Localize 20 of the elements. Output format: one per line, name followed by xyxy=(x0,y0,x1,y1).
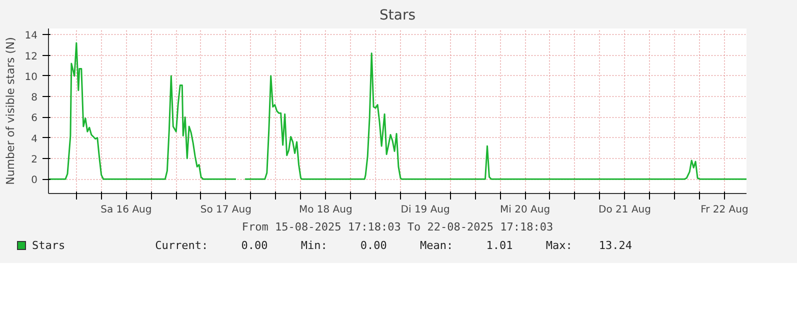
x-tick-label: Do 21 Aug xyxy=(598,204,651,216)
x-tick-label: Mi 20 Aug xyxy=(500,204,550,216)
y-tick-label: 8 xyxy=(31,92,38,104)
x-tick-label: So 17 Aug xyxy=(200,204,252,216)
x-tick-label: Fr 22 Aug xyxy=(700,204,748,216)
y-tick-label: 10 xyxy=(24,72,38,83)
y-tick-label: 2 xyxy=(31,154,38,166)
y-axis-title: Number of visible stars (N) xyxy=(4,37,17,185)
text: Current: 0.00 Min: 0.00 Mean: 1.01 Max: 13.24 xyxy=(155,238,632,254)
y-tick-label: 6 xyxy=(31,113,38,124)
x-tick-label: Di 19 Aug xyxy=(400,204,450,216)
y-tick-label: 12 xyxy=(24,51,38,62)
x-tick-label: Mo 18 Aug xyxy=(298,204,352,216)
y-tick-label: 4 xyxy=(31,134,38,145)
y-tick-label: 0 xyxy=(31,175,38,186)
chart-title: Stars xyxy=(380,8,416,24)
y-tick-label: 14 xyxy=(24,30,38,42)
legend-label: Stars xyxy=(32,238,66,254)
x-tick-label: Sa 16 Aug xyxy=(100,204,152,216)
text: From 15-08-2025 17:18:03 To 22-08-2025 17:18:03 xyxy=(242,220,554,234)
